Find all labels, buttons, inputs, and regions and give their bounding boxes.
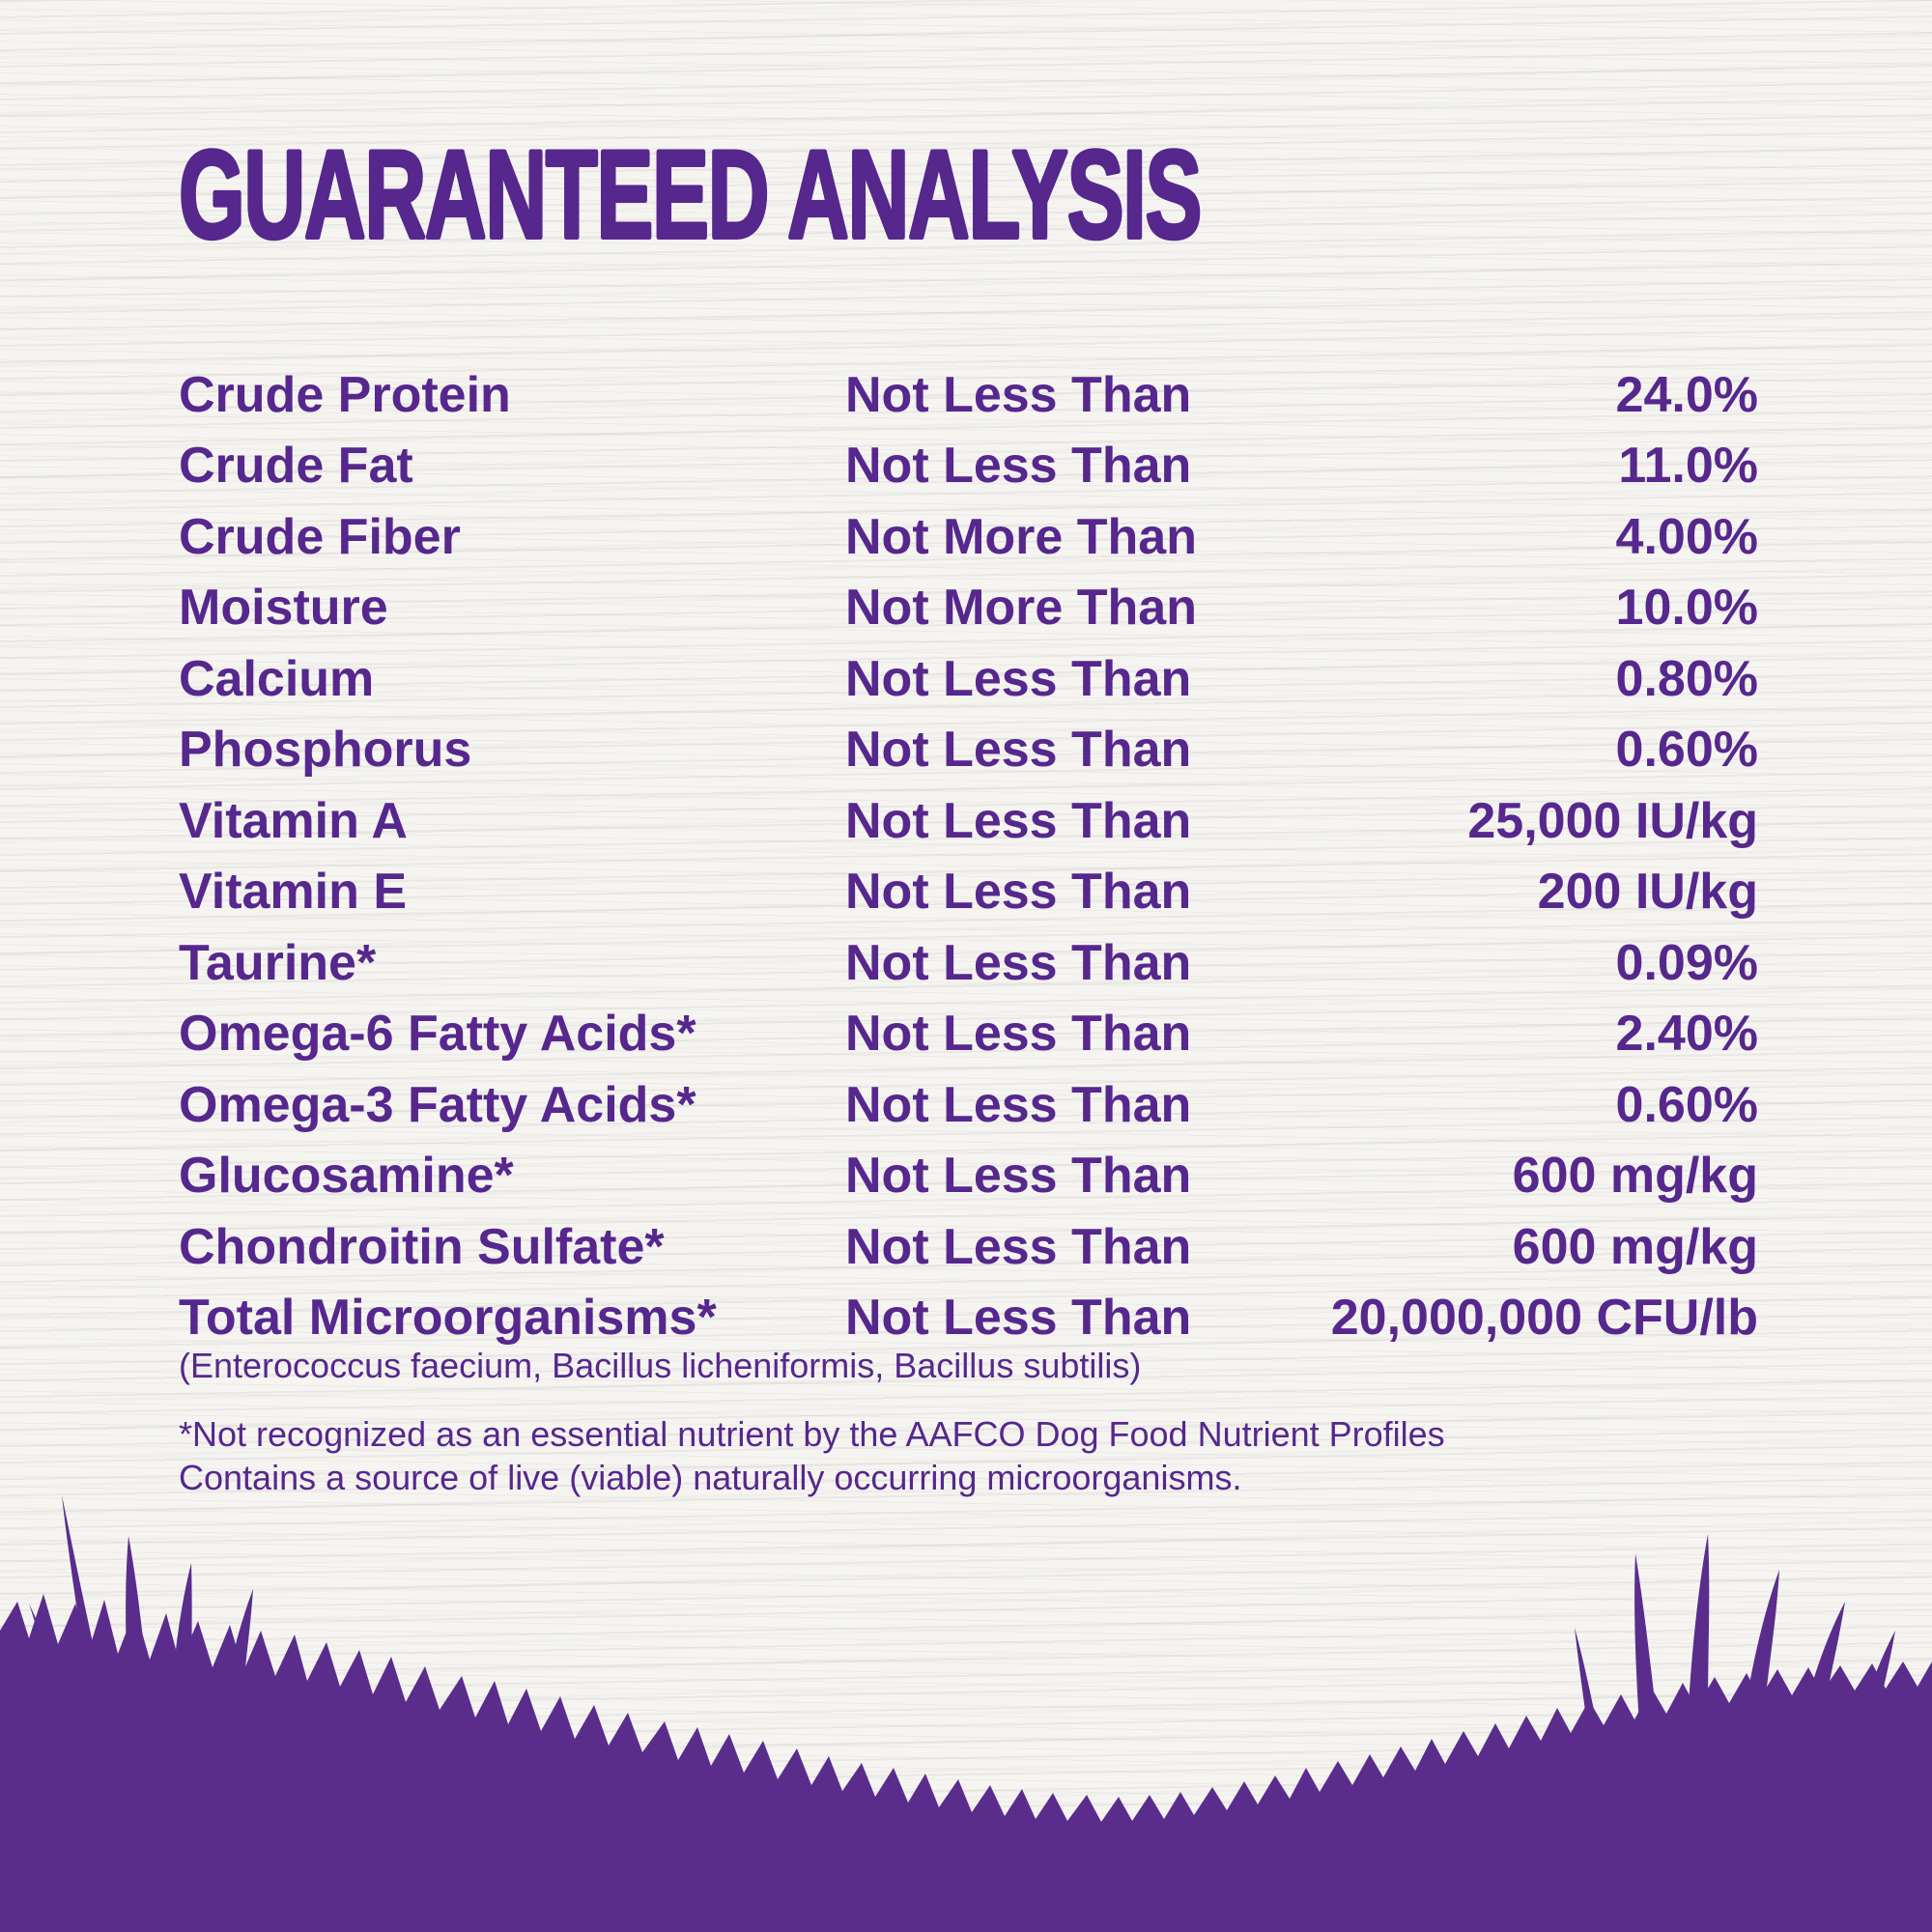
nutrient-name: Moisture — [179, 580, 388, 637]
nutrient-name: Crude Protein — [179, 366, 511, 423]
value: 0.60% — [1615, 722, 1758, 779]
qualifier: Not Less Than — [845, 864, 1192, 921]
qualifier: Not Less Than — [845, 1148, 1192, 1205]
aafco-footnote: *Not recognized as an essential nutrient… — [179, 1412, 1445, 1499]
nutrient-name: Vitamin E — [179, 864, 408, 921]
nutrient-name: Glucosamine* — [179, 1148, 514, 1205]
nutrient-name: Crude Fiber — [179, 508, 461, 565]
nutrient-name: Taurine* — [179, 934, 377, 991]
value: 11.0% — [1618, 438, 1758, 495]
table-row: Moisture Not More Than 10.0% — [179, 573, 1758, 644]
value: 2.40% — [1615, 1006, 1758, 1063]
qualifier: Not Less Than — [845, 1076, 1192, 1133]
value: 10.0% — [1615, 580, 1758, 637]
table-row: Taurine* Not Less Than 0.09% — [179, 927, 1758, 999]
qualifier: Not Less Than — [845, 1006, 1192, 1063]
value: 0.60% — [1615, 1076, 1758, 1133]
value: 200 IU/kg — [1537, 864, 1758, 921]
table-row: Crude Protein Not Less Than 24.0% — [179, 359, 1758, 431]
qualifier: Not Less Than — [845, 650, 1192, 707]
footnote-line-1: *Not recognized as an essential nutrient… — [179, 1414, 1445, 1454]
qualifier: Not Less Than — [845, 722, 1192, 779]
table-row: Chondroitin Sulfate* Not Less Than 600 m… — [179, 1211, 1758, 1283]
value: 0.09% — [1615, 934, 1758, 991]
value: 25,000 IU/kg — [1467, 792, 1758, 849]
nutrient-name: Omega-3 Fatty Acids* — [179, 1076, 696, 1133]
analysis-table: Crude Protein Not Less Than 24.0% Crude … — [179, 359, 1758, 1353]
footnote-line-2: Contains a source of live (viable) natur… — [179, 1458, 1242, 1497]
qualifier: Not Less Than — [845, 792, 1192, 849]
value: 24.0% — [1615, 366, 1758, 423]
value: 20,000,000 CFU/lb — [1330, 1290, 1758, 1347]
qualifier: Not Less Than — [845, 438, 1192, 495]
qualifier: Not Less Than — [845, 934, 1192, 991]
qualifier: Not Less Than — [845, 1290, 1192, 1347]
table-row: Glucosamine* Not Less Than 600 mg/kg — [179, 1141, 1758, 1212]
table-row: Vitamin E Not Less Than 200 IU/kg — [179, 857, 1758, 928]
nutrient-name: Calcium — [179, 650, 375, 707]
qualifier: Not More Than — [845, 508, 1197, 565]
nutrient-name: Vitamin A — [179, 792, 408, 849]
table-row: Omega-3 Fatty Acids* Not Less Than 0.60% — [179, 1069, 1758, 1141]
page-title: GUARANTEED ANALYSIS — [179, 124, 1202, 265]
value: 600 mg/kg — [1512, 1148, 1758, 1205]
qualifier: Not More Than — [845, 580, 1197, 637]
nutrient-name: Chondroitin Sulfate* — [179, 1218, 665, 1275]
value: 600 mg/kg — [1512, 1218, 1758, 1275]
nutrient-name: Total Microorganisms* — [179, 1290, 717, 1347]
value: 0.80% — [1615, 650, 1758, 707]
table-row: Total Microorganisms* Not Less Than 20,0… — [179, 1283, 1758, 1354]
qualifier: Not Less Than — [845, 366, 1192, 423]
microorganisms-note: (Enterococcus faecium, Bacillus lichenif… — [179, 1346, 1142, 1385]
table-row: Omega-6 Fatty Acids* Not Less Than 2.40% — [179, 999, 1758, 1070]
table-row: Vitamin A Not Less Than 25,000 IU/kg — [179, 785, 1758, 857]
value: 4.00% — [1615, 508, 1758, 565]
grass-silhouette-graphic — [0, 1495, 1932, 1932]
nutrient-name: Phosphorus — [179, 722, 472, 779]
nutrient-name: Omega-6 Fatty Acids* — [179, 1006, 696, 1063]
table-row: Crude Fiber Not More Than 4.00% — [179, 501, 1758, 573]
table-row: Phosphorus Not Less Than 0.60% — [179, 715, 1758, 786]
nutrient-name: Crude Fat — [179, 438, 413, 495]
qualifier: Not Less Than — [845, 1218, 1192, 1275]
table-row: Calcium Not Less Than 0.80% — [179, 643, 1758, 715]
table-row: Crude Fat Not Less Than 11.0% — [179, 431, 1758, 502]
